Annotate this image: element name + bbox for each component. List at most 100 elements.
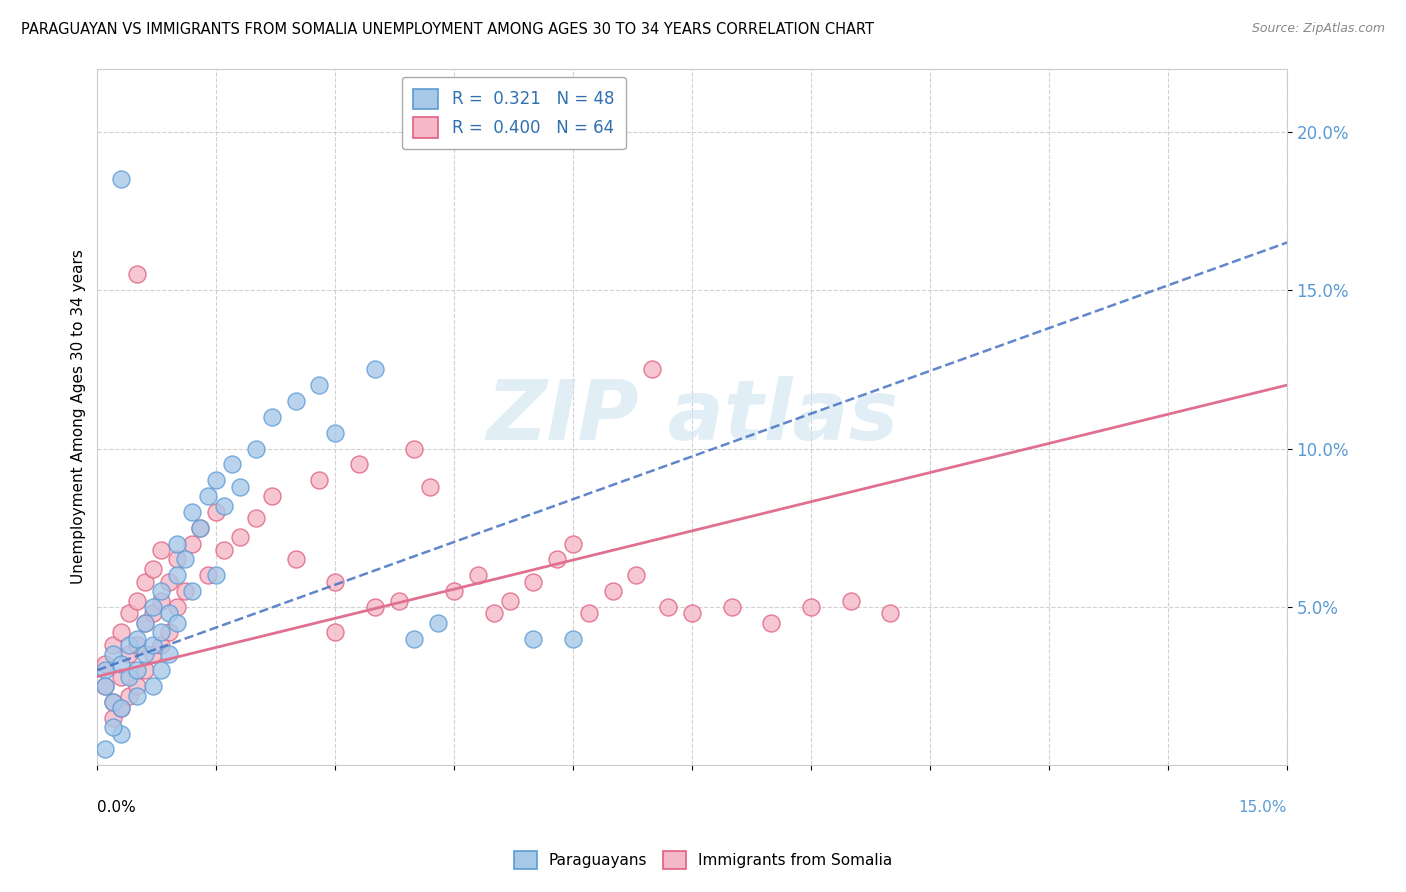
- Point: [221, 458, 243, 472]
- Text: PARAGUAYAN VS IMMIGRANTS FROM SOMALIA UNEMPLOYMENT AMONG AGES 30 TO 34 YEARS COR: PARAGUAYAN VS IMMIGRANTS FROM SOMALIA UN…: [21, 22, 875, 37]
- Point: [347, 458, 370, 472]
- Point: [166, 552, 188, 566]
- Point: [157, 574, 180, 589]
- Point: [94, 663, 117, 677]
- Point: [125, 679, 148, 693]
- Point: [157, 648, 180, 662]
- Point: [166, 536, 188, 550]
- Point: [134, 615, 156, 630]
- Point: [149, 663, 172, 677]
- Point: [308, 378, 330, 392]
- Point: [800, 599, 823, 614]
- Point: [498, 593, 520, 607]
- Text: 0.0%: 0.0%: [97, 800, 136, 815]
- Point: [94, 657, 117, 671]
- Point: [212, 542, 235, 557]
- Point: [110, 172, 132, 186]
- Point: [404, 442, 426, 456]
- Point: [364, 599, 387, 614]
- Point: [323, 574, 346, 589]
- Point: [205, 473, 228, 487]
- Point: [323, 425, 346, 440]
- Point: [602, 584, 624, 599]
- Point: [443, 584, 465, 599]
- Point: [110, 701, 132, 715]
- Point: [562, 536, 585, 550]
- Point: [142, 679, 165, 693]
- Point: [284, 394, 307, 409]
- Point: [388, 593, 411, 607]
- Point: [205, 568, 228, 582]
- Point: [641, 362, 664, 376]
- Point: [879, 606, 901, 620]
- Point: [522, 632, 544, 646]
- Text: Source: ZipAtlas.com: Source: ZipAtlas.com: [1251, 22, 1385, 36]
- Point: [125, 632, 148, 646]
- Point: [134, 574, 156, 589]
- Text: ZIP atlas: ZIP atlas: [486, 376, 898, 458]
- Point: [103, 638, 125, 652]
- Point: [197, 489, 219, 503]
- Point: [94, 679, 117, 693]
- Point: [173, 584, 195, 599]
- Point: [308, 473, 330, 487]
- Point: [229, 530, 252, 544]
- Point: [103, 695, 125, 709]
- Point: [110, 625, 132, 640]
- Point: [94, 679, 117, 693]
- Point: [229, 479, 252, 493]
- Point: [149, 584, 172, 599]
- Point: [149, 593, 172, 607]
- Point: [118, 606, 141, 620]
- Point: [419, 479, 441, 493]
- Point: [546, 552, 568, 566]
- Point: [578, 606, 600, 620]
- Point: [157, 625, 180, 640]
- Legend: Paraguayans, Immigrants from Somalia: Paraguayans, Immigrants from Somalia: [508, 845, 898, 875]
- Point: [467, 568, 489, 582]
- Point: [720, 599, 742, 614]
- Point: [205, 505, 228, 519]
- Point: [142, 638, 165, 652]
- Point: [166, 615, 188, 630]
- Point: [482, 606, 505, 620]
- Point: [110, 726, 132, 740]
- Point: [681, 606, 703, 620]
- Point: [761, 615, 783, 630]
- Point: [142, 599, 165, 614]
- Point: [166, 568, 188, 582]
- Point: [404, 632, 426, 646]
- Point: [125, 663, 148, 677]
- Point: [260, 489, 283, 503]
- Point: [103, 695, 125, 709]
- Point: [562, 632, 585, 646]
- Point: [118, 638, 141, 652]
- Point: [94, 742, 117, 756]
- Point: [657, 599, 679, 614]
- Point: [149, 625, 172, 640]
- Point: [110, 669, 132, 683]
- Point: [142, 606, 165, 620]
- Point: [260, 409, 283, 424]
- Point: [110, 657, 132, 671]
- Point: [134, 615, 156, 630]
- Point: [284, 552, 307, 566]
- Point: [125, 689, 148, 703]
- Point: [522, 574, 544, 589]
- Point: [134, 663, 156, 677]
- Point: [166, 599, 188, 614]
- Point: [181, 584, 204, 599]
- Point: [149, 542, 172, 557]
- Point: [103, 648, 125, 662]
- Point: [142, 562, 165, 576]
- Point: [173, 552, 195, 566]
- Point: [125, 638, 148, 652]
- Point: [157, 606, 180, 620]
- Point: [212, 499, 235, 513]
- Point: [118, 648, 141, 662]
- Point: [181, 505, 204, 519]
- Point: [181, 536, 204, 550]
- Point: [245, 442, 267, 456]
- Text: 15.0%: 15.0%: [1239, 800, 1286, 815]
- Point: [190, 521, 212, 535]
